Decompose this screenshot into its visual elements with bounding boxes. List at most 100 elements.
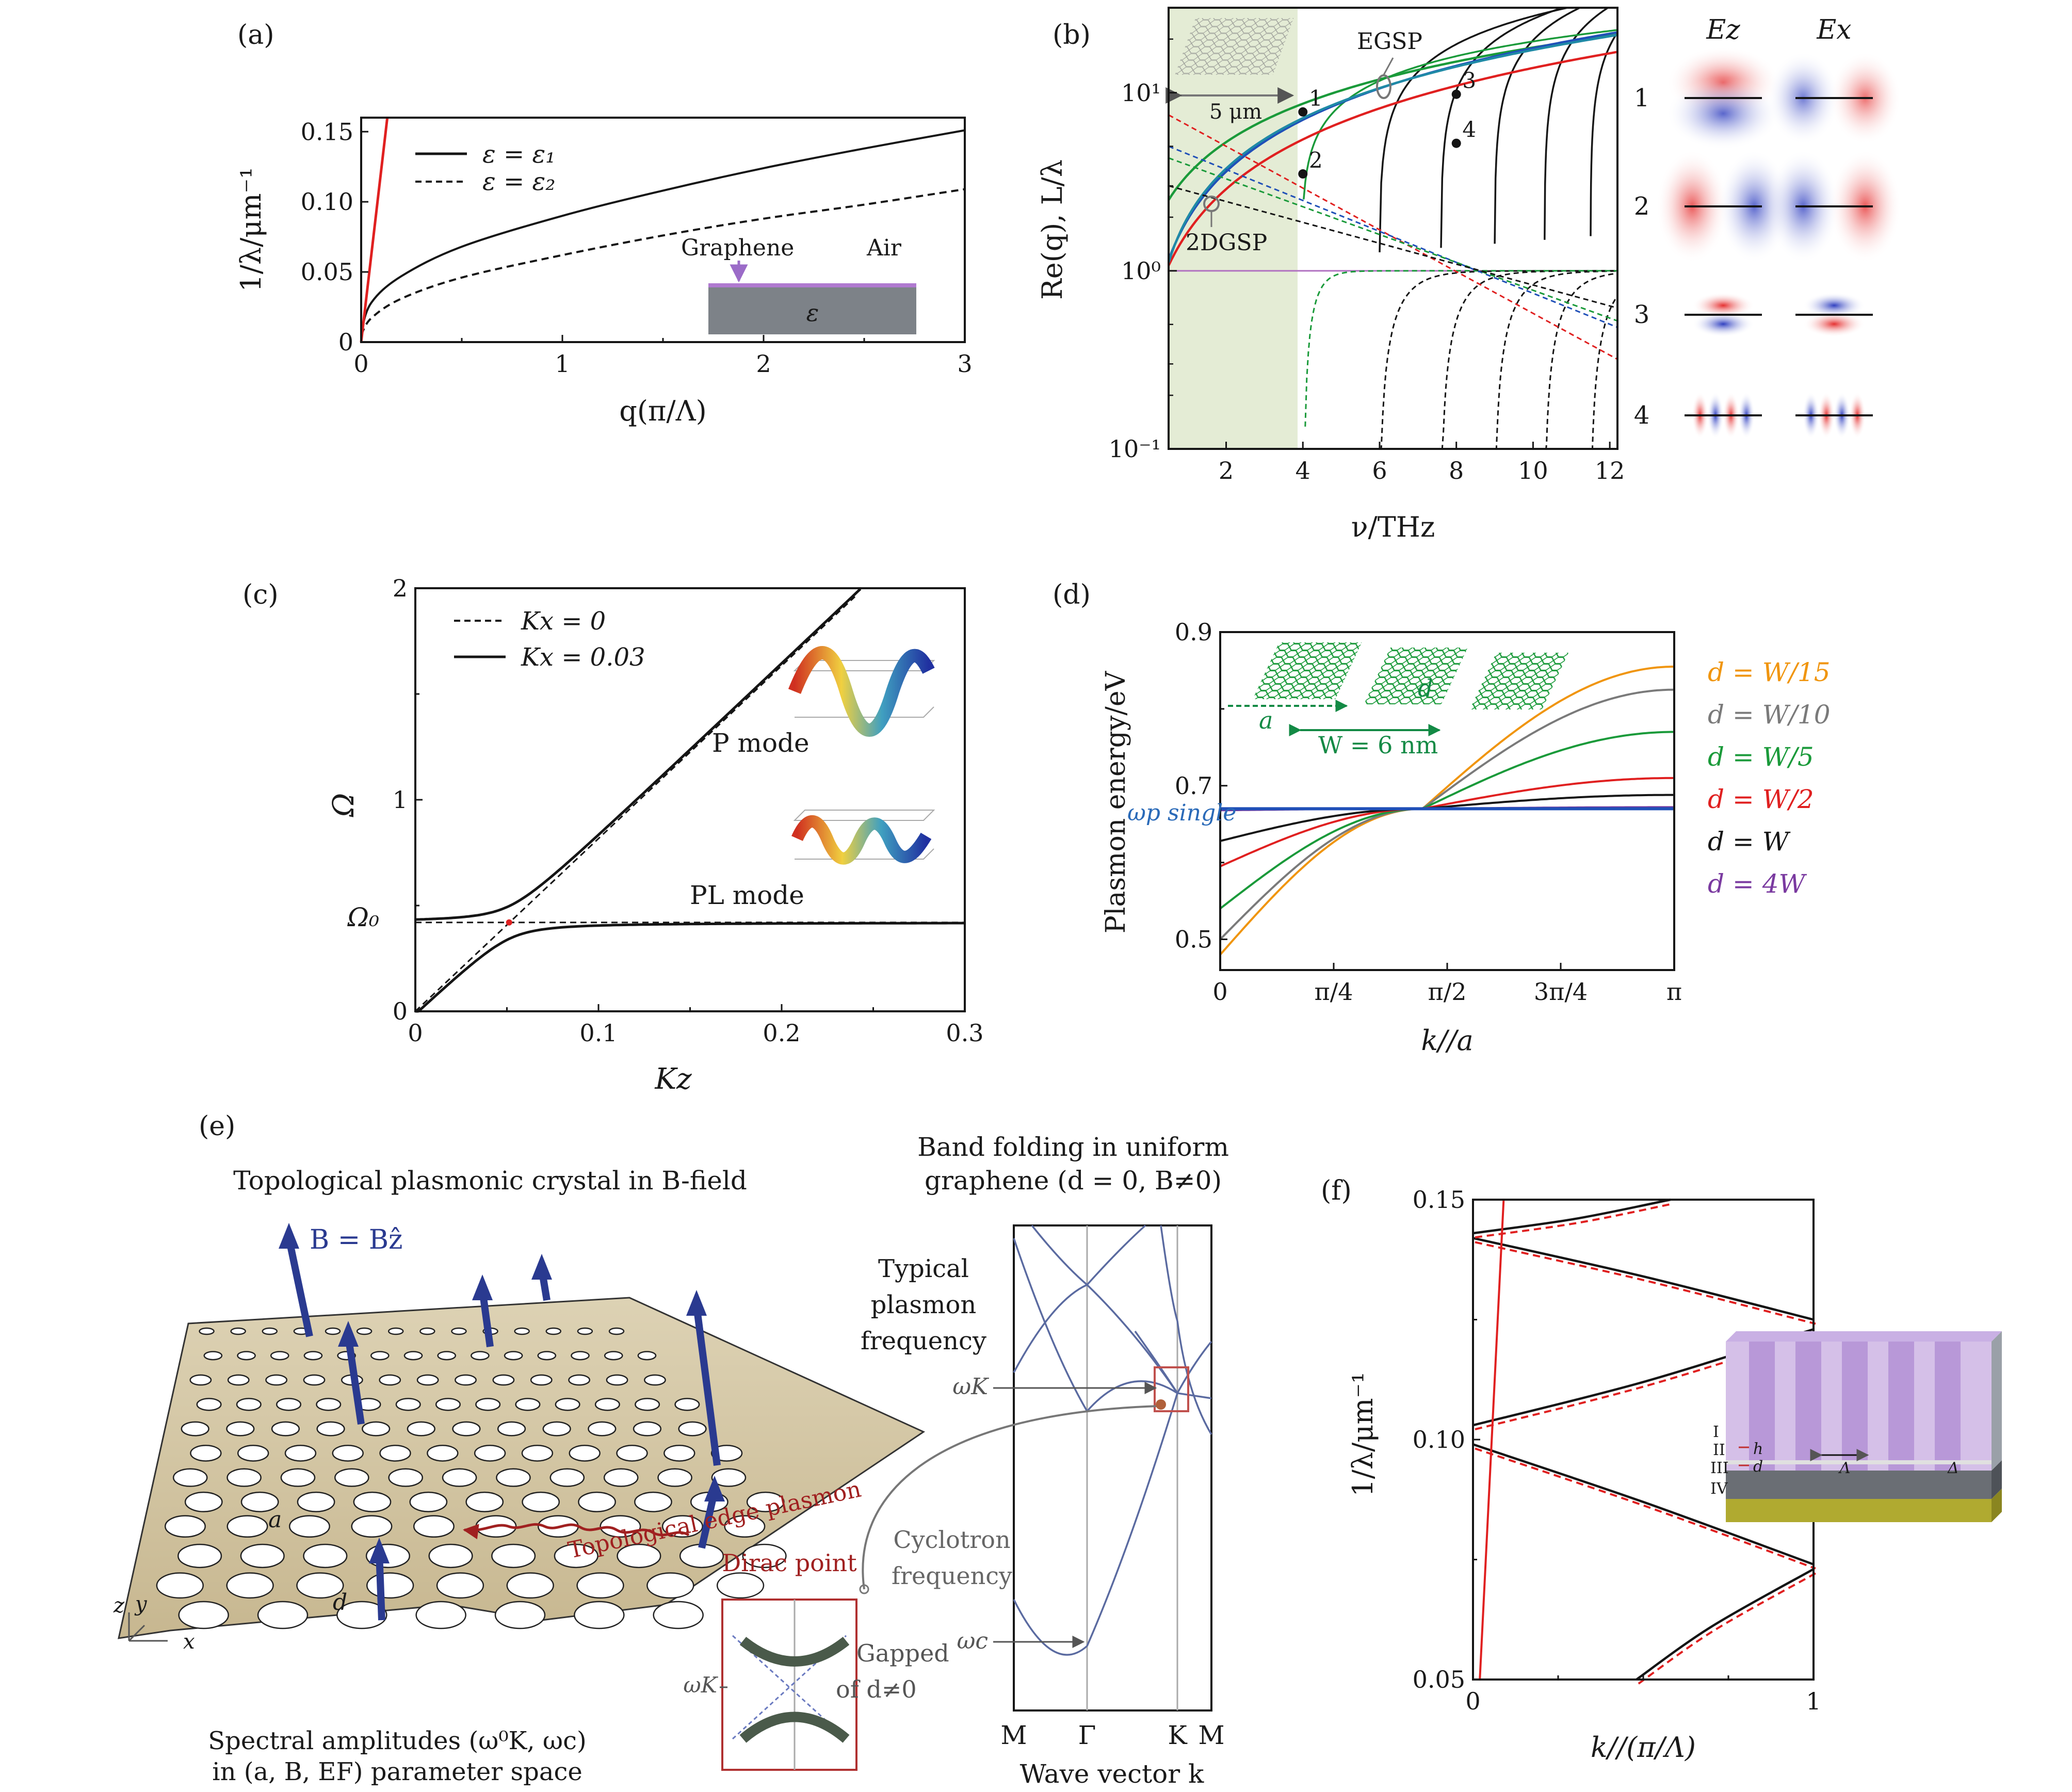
inset-air: Air <box>866 235 902 261</box>
panel-c-ylabel: Ω <box>327 793 361 817</box>
hole <box>271 1421 300 1436</box>
mode-row-4: 4 <box>1634 401 1650 430</box>
hole <box>226 1572 274 1599</box>
panel-d-inset: a d W = 6 nm <box>1228 642 1569 759</box>
inset-roman-3: III <box>1710 1459 1729 1477</box>
c-xtick-label: 0 <box>408 1019 423 1047</box>
hole <box>419 1327 435 1335</box>
hole <box>280 1468 316 1487</box>
pl-mode-wave-icon <box>791 810 935 865</box>
label-d: d <box>333 1589 347 1616</box>
p-mode-wave-icon <box>788 646 935 737</box>
light-line <box>414 596 856 1012</box>
hole <box>409 1491 448 1512</box>
hole <box>661 1515 703 1538</box>
hole <box>475 1398 501 1411</box>
panel-a-inset: Graphene Air ε <box>681 235 916 334</box>
hole <box>451 1327 467 1335</box>
hole <box>455 1374 477 1386</box>
axis-z: z <box>113 1594 125 1618</box>
field-bot <box>1692 311 1754 337</box>
panel-d-label: (d) <box>1053 579 1091 610</box>
hole <box>537 1351 557 1361</box>
legend-d-4W: d = 4W <box>1708 869 1807 899</box>
dirac-omega-k: ωK <box>683 1672 718 1698</box>
a-ytick-label: 0.15 <box>301 118 353 146</box>
panel-a-ylabel: 1/λ/μm⁻¹ <box>235 167 267 292</box>
edge-wave <box>463 1523 690 1540</box>
point-label-4: 4 <box>1462 117 1476 142</box>
band-line-11 <box>1134 1330 1178 1394</box>
mode-row-1: 1 <box>1634 84 1650 112</box>
panel-b-ylabel: Re(q), L/λ <box>1036 159 1069 300</box>
panel-b-xlabel: ν/THz <box>1351 511 1435 543</box>
dirac-inset: ωK <box>683 1599 857 1771</box>
panel-d-xlabel: k∕∕a <box>1421 1024 1473 1057</box>
point-3 <box>1451 89 1461 99</box>
band-line-4 <box>1086 1380 1178 1412</box>
hole <box>288 1515 330 1538</box>
green-cutoff <box>1303 29 1618 200</box>
decay-0 <box>1168 114 1618 360</box>
hole <box>415 1601 466 1629</box>
scale-label: 5 μm <box>1209 100 1262 124</box>
hole <box>555 1398 580 1411</box>
d-ytick-label: 0.9 <box>1175 618 1212 646</box>
decay-1 <box>1168 146 1618 328</box>
hole <box>496 1468 531 1487</box>
black-mode-3 <box>1494 7 1580 244</box>
panel-c-xlabel: Kz <box>654 1062 692 1096</box>
bfield-arrow-head <box>279 1223 299 1249</box>
b-xtick-label: 4 <box>1296 457 1310 485</box>
hole <box>237 1351 256 1361</box>
d-ytick-label: 0.7 <box>1175 772 1212 800</box>
band-title-2: graphene (d = 0, B≠0) <box>925 1166 1222 1196</box>
series-- <box>360 129 965 333</box>
hole <box>316 1398 342 1411</box>
hole <box>356 1327 373 1335</box>
hole <box>240 1543 285 1569</box>
hole <box>576 1572 624 1599</box>
hole <box>240 1491 279 1512</box>
hole <box>633 1421 662 1436</box>
c-xtick-label: 0.2 <box>763 1019 800 1047</box>
inset-graphene: Graphene <box>681 235 794 261</box>
hole <box>316 1421 345 1436</box>
hole <box>571 1351 590 1361</box>
cyclotron-2: frequency <box>892 1562 1012 1590</box>
hole <box>608 1327 625 1335</box>
hole <box>203 1351 223 1361</box>
e-title: Topological plasmonic crystal in B-field <box>233 1166 747 1196</box>
black-imag-5 <box>1591 295 1618 450</box>
pl-mode-label: PL mode <box>690 880 804 910</box>
c-ytick-label: 1 <box>393 786 408 814</box>
bfield-arrow-shaft <box>693 1305 721 1466</box>
hole <box>416 1374 439 1386</box>
f-ytick-label: 0.15 <box>1413 1186 1465 1214</box>
hole <box>437 1351 457 1361</box>
panel-f-ylabel: 1/λ/μm⁻¹ <box>1347 1372 1379 1496</box>
panel-e: (e) Topological plasmonic crystal in B-f… <box>113 1111 1229 1789</box>
hole <box>492 1374 515 1386</box>
hole <box>199 1327 215 1335</box>
f-band5-dashed <box>1475 1203 1673 1239</box>
panel-b-frame <box>1168 7 1618 450</box>
hole <box>353 1491 392 1512</box>
band-line-7 <box>1031 1224 1088 1286</box>
hole <box>387 1327 404 1335</box>
inset-delta: Δ <box>1947 1459 1959 1477</box>
band-line-0 <box>1013 1599 1088 1656</box>
hole <box>663 1445 695 1462</box>
hole <box>646 1572 694 1599</box>
b-xtick-label: 10 <box>1518 457 1548 485</box>
hole <box>506 1572 554 1599</box>
hole <box>474 1445 506 1462</box>
legend-kx003: Kx = 0.03 <box>521 643 645 672</box>
f-band5-solid <box>1472 1198 1671 1235</box>
hole <box>325 1327 341 1335</box>
dirac-label: Dirac point <box>722 1549 857 1577</box>
b-xtick-label: 12 <box>1595 457 1625 485</box>
hole <box>407 1421 435 1436</box>
a-xtick-label: 3 <box>957 350 972 378</box>
